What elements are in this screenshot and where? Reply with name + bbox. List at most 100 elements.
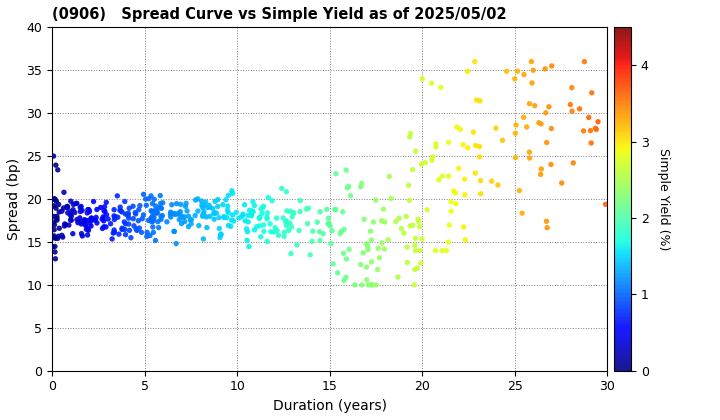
Point xyxy=(48,233,60,239)
Point xyxy=(193,222,204,229)
Point xyxy=(286,223,297,230)
Point xyxy=(210,198,221,205)
Point xyxy=(49,196,60,202)
Point xyxy=(300,206,312,213)
Point xyxy=(197,236,209,242)
Point xyxy=(248,226,260,233)
Point xyxy=(65,217,76,223)
Point xyxy=(430,143,441,150)
Point xyxy=(284,208,296,215)
Point xyxy=(113,231,125,238)
Point xyxy=(510,122,522,129)
Point xyxy=(281,188,292,195)
Point xyxy=(114,207,126,214)
Point xyxy=(165,214,176,220)
Point xyxy=(176,220,187,227)
Point xyxy=(365,228,377,234)
Point xyxy=(526,58,537,65)
Point xyxy=(150,203,161,210)
Point xyxy=(374,255,385,261)
Point xyxy=(109,229,120,236)
Point xyxy=(192,208,204,215)
Point xyxy=(90,214,102,221)
Point xyxy=(74,204,86,211)
Point xyxy=(574,105,585,112)
Point xyxy=(189,212,201,219)
Point xyxy=(108,213,120,219)
Point xyxy=(261,210,273,216)
Point xyxy=(214,225,225,232)
Point xyxy=(372,245,384,252)
Point xyxy=(291,241,302,248)
Point xyxy=(165,209,176,215)
Point xyxy=(410,247,421,254)
Point xyxy=(90,217,102,223)
Point xyxy=(200,199,212,205)
Point xyxy=(450,200,462,207)
Point xyxy=(294,208,306,215)
Point xyxy=(251,223,263,230)
Point xyxy=(141,229,153,236)
Point xyxy=(184,217,196,223)
Point xyxy=(281,218,292,224)
Point xyxy=(279,229,290,236)
Point xyxy=(509,76,521,82)
Point xyxy=(86,215,97,221)
Point xyxy=(338,226,350,233)
Point xyxy=(186,220,197,227)
Point xyxy=(345,192,356,199)
Point xyxy=(143,195,155,202)
Point xyxy=(51,217,63,223)
Y-axis label: Spread (bp): Spread (bp) xyxy=(7,158,21,240)
Point xyxy=(120,220,132,227)
Point xyxy=(443,173,454,179)
Point xyxy=(281,222,292,229)
Point xyxy=(132,217,144,224)
Point xyxy=(413,216,424,223)
Point xyxy=(58,189,70,196)
Point xyxy=(138,191,149,198)
Point xyxy=(146,218,158,225)
Point xyxy=(75,218,86,225)
Point xyxy=(141,233,153,240)
Point xyxy=(343,246,355,253)
Point xyxy=(521,123,533,130)
Point xyxy=(314,237,325,244)
Point xyxy=(337,208,348,215)
Point xyxy=(130,209,141,216)
Point xyxy=(85,223,96,229)
Point xyxy=(269,224,281,231)
Point xyxy=(402,259,413,266)
Point xyxy=(341,184,353,191)
Point xyxy=(123,215,135,221)
Text: (0906)   Spread Curve vs Simple Yield as of 2025/05/02: (0906) Spread Curve vs Simple Yield as o… xyxy=(52,7,507,22)
Point xyxy=(211,210,222,216)
Point xyxy=(209,216,220,223)
Point xyxy=(426,157,438,164)
Point xyxy=(198,212,210,218)
Point xyxy=(209,210,220,216)
Point xyxy=(50,162,62,168)
Point xyxy=(593,118,604,125)
Point xyxy=(165,211,176,218)
Point xyxy=(83,217,94,224)
Point xyxy=(378,206,390,213)
Point xyxy=(196,202,207,209)
Point xyxy=(145,207,157,214)
Point xyxy=(197,205,209,211)
Point xyxy=(155,200,166,207)
Point xyxy=(60,221,71,228)
Point xyxy=(174,216,185,223)
Point xyxy=(405,130,416,137)
Point xyxy=(585,139,597,146)
Point xyxy=(323,215,334,222)
Point xyxy=(334,230,346,237)
Point xyxy=(204,213,216,220)
Point xyxy=(65,212,76,218)
Point xyxy=(204,204,215,211)
Point xyxy=(69,209,81,216)
Point xyxy=(198,208,210,215)
Point xyxy=(228,218,239,224)
Point xyxy=(246,211,257,218)
Point xyxy=(150,208,162,215)
